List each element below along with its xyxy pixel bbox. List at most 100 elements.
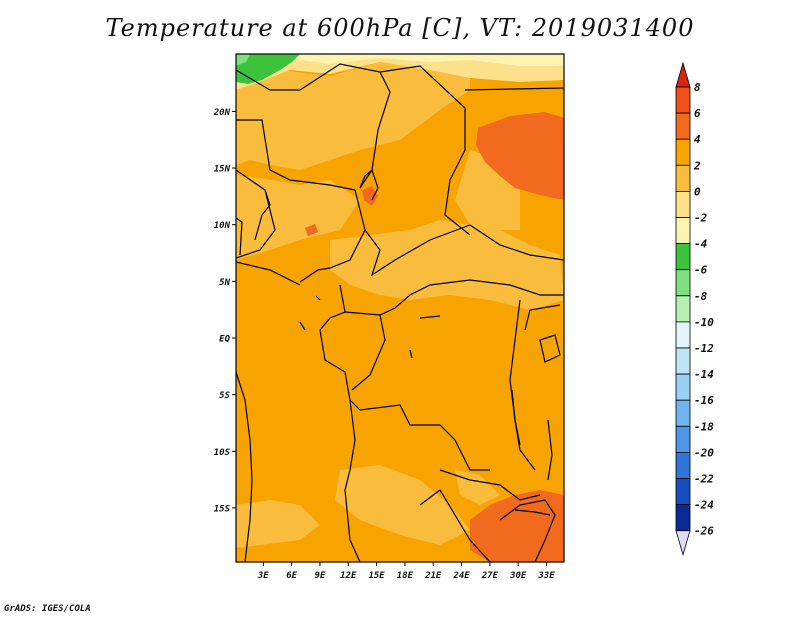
sahel-light-band [236, 62, 470, 170]
island-small [315, 295, 321, 301]
grads-credit: GrADS: IGES/COLA [4, 604, 91, 614]
inland-lake [409, 349, 413, 359]
colorbar-label: -10 [694, 316, 714, 329]
colorbar-bottom-arrow [675, 530, 691, 557]
colorbar-label: -14 [694, 368, 714, 381]
colorbar-segment [675, 217, 691, 245]
border-drc-north [344, 279, 564, 316]
border-west-extra [236, 371, 253, 562]
coast-gulf-of-guinea [236, 261, 301, 286]
colorbar-segment [675, 478, 691, 506]
lake-victoria [539, 334, 561, 363]
colorbar-segment [675, 347, 691, 375]
colorbar-label: -20 [694, 446, 714, 459]
colorbar-segment [675, 164, 691, 192]
lon-tick-label: 27E [481, 571, 499, 581]
colorbar-segment [675, 86, 691, 114]
lat-tick-label: 20N [213, 108, 231, 118]
border-benin-nigeria [254, 189, 271, 241]
map-frame [235, 53, 565, 563]
colorbar-label: 8 [694, 81, 701, 94]
lon-tick-label: 12E [340, 571, 357, 581]
colorbar-label: -26 [694, 525, 714, 538]
latitude-axis: 20N 15N 10N 5N EQ 5S 10S 15S [213, 108, 236, 514]
island-bioko [299, 321, 306, 331]
colorbar-label: 2 [693, 159, 701, 172]
colorbar-segment [675, 425, 691, 453]
colorbar-label: 6 [694, 107, 701, 120]
lon-tick-label: 33E [537, 571, 555, 581]
sudan-warm-patch [476, 112, 564, 200]
lat-tick-label: 5N [219, 278, 230, 288]
north-paler-band [236, 54, 564, 70]
mozambique-warm-patch [470, 490, 564, 562]
colorbar-label: 0 [694, 185, 701, 198]
lake-mai-ndombe [419, 315, 441, 319]
border-nigeria-cameroon [299, 189, 366, 283]
central-light-patch [330, 220, 564, 310]
lon-tick-label: 9E [315, 571, 326, 581]
temperature-field [236, 54, 564, 562]
border-zimbabwe [499, 499, 556, 562]
lat-tick-label: 10N [214, 221, 231, 231]
lon-tick-label: 3E [257, 571, 269, 581]
colorbar-top-arrow [675, 61, 691, 88]
lon-tick-label: 6E [286, 571, 297, 581]
colorbar-label: -16 [694, 394, 714, 407]
colorbar-label: -12 [694, 342, 714, 355]
lat-tick-label: 10S [214, 448, 231, 458]
cold-green-patch [236, 54, 300, 84]
colorbar-label: -22 [694, 473, 714, 486]
colorbar-segment [675, 399, 691, 427]
border-niger [236, 119, 356, 191]
border-libya-chad [379, 65, 471, 236]
lon-tick-label: 24E [452, 571, 470, 581]
colorbar-label: -18 [694, 420, 714, 433]
border-drc-angola [319, 329, 490, 471]
lake-tanganyika [511, 389, 521, 446]
colorbar-segment [675, 321, 691, 349]
southwest-light-patch [236, 500, 320, 548]
border-zambia [439, 469, 541, 501]
lat-tick-label: 5S [219, 391, 230, 401]
lat-tick-label: 15S [214, 504, 231, 514]
lon-tick-label: 30E [509, 571, 527, 581]
lake-chad-warm-spot [362, 186, 378, 206]
colorbar: 8 6 4 2 0 -2 -4 -6 -8 -10 -12 -14 -16 -18 -20 -22 -24 -26 [675, 61, 714, 557]
border-uganda [524, 304, 561, 331]
colorbar-segment [675, 451, 691, 479]
cold-light-green-patch [236, 54, 250, 66]
colorbar-segment [675, 112, 691, 140]
colorbar-label: -24 [694, 499, 714, 512]
colorbar-label: 4 [694, 133, 701, 146]
border-congo [351, 314, 386, 391]
longitude-axis: 3E 6E 9E 12E 15E 18E 21E 24E 27E 30E 33E [257, 562, 555, 581]
chart-title: Temperature at 600hPa [C], VT: 201903140… [105, 14, 695, 42]
lat-tick-label: 15N [214, 165, 231, 175]
lon-tick-label: 18E [397, 571, 414, 581]
colorbar-segment [675, 504, 691, 532]
colorbar-label: -2 [694, 212, 708, 225]
lake-kariba [514, 509, 551, 516]
colorbar-segment [675, 138, 691, 166]
colorbar-label: -8 [694, 290, 708, 303]
colorbar-label: -4 [694, 238, 708, 251]
lon-tick-label: 15E [368, 571, 385, 581]
lon-tick-label: 21E [424, 571, 442, 581]
border-egypt-sudan [464, 87, 564, 91]
north-pale-band [236, 54, 564, 90]
country-borders [236, 63, 564, 562]
south-light-patch [335, 465, 470, 545]
colorbar-segment [675, 295, 691, 323]
lake-chad-outline [359, 168, 379, 201]
border-nigeria-west [236, 169, 276, 259]
small-warm-spot [305, 224, 318, 236]
colorbar-segment [675, 373, 691, 401]
border-benin [236, 217, 243, 256]
colorbar-segment [675, 269, 691, 297]
colorbar-segment [675, 190, 691, 218]
border-car [364, 224, 564, 277]
border-cameroon-south [319, 284, 346, 331]
colorbar-segment [675, 243, 691, 271]
